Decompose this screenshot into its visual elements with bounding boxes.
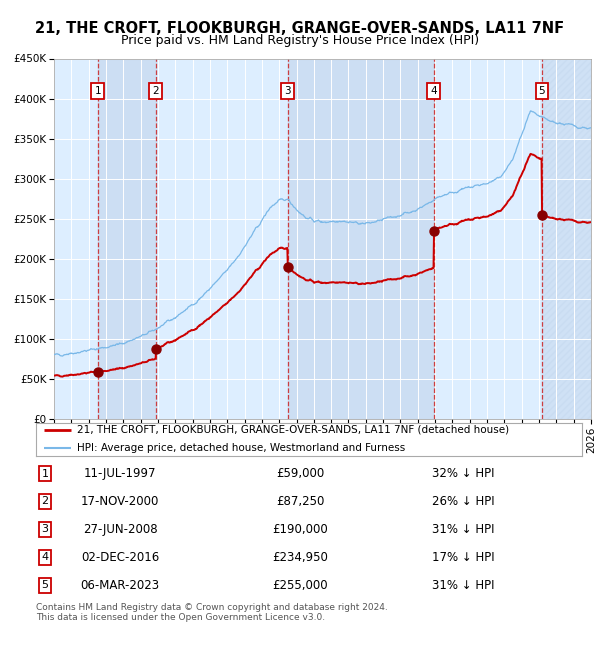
Text: 11-JUL-1997: 11-JUL-1997 — [84, 467, 156, 480]
Text: £59,000: £59,000 — [276, 467, 324, 480]
Text: 4: 4 — [41, 552, 49, 562]
Text: 2: 2 — [41, 497, 49, 506]
Text: 5: 5 — [539, 86, 545, 96]
Text: 21, THE CROFT, FLOOKBURGH, GRANGE-OVER-SANDS, LA11 7NF: 21, THE CROFT, FLOOKBURGH, GRANGE-OVER-S… — [35, 21, 565, 36]
Text: 06-MAR-2023: 06-MAR-2023 — [80, 578, 160, 592]
Bar — [98, 58, 156, 419]
Bar — [287, 58, 434, 419]
Text: 1: 1 — [95, 86, 101, 96]
Text: £255,000: £255,000 — [272, 578, 328, 592]
Text: 21, THE CROFT, FLOOKBURGH, GRANGE-OVER-SANDS, LA11 7NF (detached house): 21, THE CROFT, FLOOKBURGH, GRANGE-OVER-S… — [77, 425, 509, 435]
Text: 17% ↓ HPI: 17% ↓ HPI — [432, 551, 494, 564]
Text: 1: 1 — [41, 469, 49, 478]
Text: 3: 3 — [41, 525, 49, 534]
Text: 31% ↓ HPI: 31% ↓ HPI — [432, 578, 494, 592]
Text: HPI: Average price, detached house, Westmorland and Furness: HPI: Average price, detached house, West… — [77, 443, 405, 452]
Text: 02-DEC-2016: 02-DEC-2016 — [81, 551, 159, 564]
Text: 31% ↓ HPI: 31% ↓ HPI — [432, 523, 494, 536]
Text: £190,000: £190,000 — [272, 523, 328, 536]
Text: 27-JUN-2008: 27-JUN-2008 — [83, 523, 157, 536]
Bar — [542, 58, 591, 419]
Text: 2: 2 — [152, 86, 159, 96]
Text: 17-NOV-2000: 17-NOV-2000 — [81, 495, 159, 508]
Text: Price paid vs. HM Land Registry's House Price Index (HPI): Price paid vs. HM Land Registry's House … — [121, 34, 479, 47]
Text: £234,950: £234,950 — [272, 551, 328, 564]
Text: 5: 5 — [41, 580, 49, 590]
Text: 26% ↓ HPI: 26% ↓ HPI — [432, 495, 494, 508]
Text: 4: 4 — [430, 86, 437, 96]
Text: 3: 3 — [284, 86, 291, 96]
Text: Contains HM Land Registry data © Crown copyright and database right 2024.
This d: Contains HM Land Registry data © Crown c… — [36, 603, 388, 622]
Text: £87,250: £87,250 — [276, 495, 324, 508]
Text: 32% ↓ HPI: 32% ↓ HPI — [432, 467, 494, 480]
